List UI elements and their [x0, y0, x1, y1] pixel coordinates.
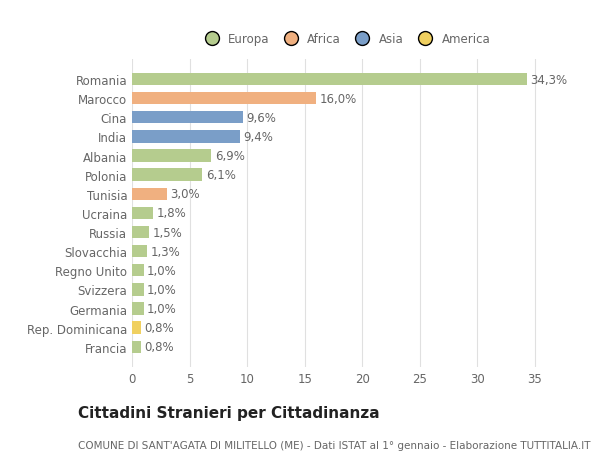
Text: 1,0%: 1,0%: [147, 302, 177, 315]
Bar: [132, 226, 149, 239]
Bar: [132, 246, 147, 258]
Text: 1,3%: 1,3%: [151, 245, 180, 258]
Bar: [132, 93, 316, 105]
Bar: [132, 322, 141, 334]
Bar: [132, 341, 141, 353]
Legend: Europa, Africa, Asia, America: Europa, Africa, Asia, America: [195, 28, 495, 51]
Text: COMUNE DI SANT'AGATA DI MILITELLO (ME) - Dati ISTAT al 1° gennaio - Elaborazione: COMUNE DI SANT'AGATA DI MILITELLO (ME) -…: [78, 440, 590, 450]
Bar: [132, 188, 167, 201]
Text: 9,4%: 9,4%: [244, 131, 274, 144]
Text: 34,3%: 34,3%: [530, 73, 568, 86]
Text: 6,1%: 6,1%: [206, 169, 236, 182]
Bar: [132, 73, 527, 86]
Text: 9,6%: 9,6%: [246, 112, 276, 124]
Bar: [132, 131, 240, 143]
Text: 1,8%: 1,8%: [156, 207, 186, 220]
Text: 1,0%: 1,0%: [147, 264, 177, 277]
Bar: [132, 169, 202, 181]
Bar: [132, 302, 143, 315]
Bar: [132, 284, 143, 296]
Bar: [132, 207, 153, 220]
Bar: [132, 150, 211, 162]
Text: 0,8%: 0,8%: [145, 321, 174, 335]
Bar: [132, 112, 242, 124]
Text: 0,8%: 0,8%: [145, 341, 174, 353]
Text: Cittadini Stranieri per Cittadinanza: Cittadini Stranieri per Cittadinanza: [78, 405, 380, 420]
Bar: [132, 264, 143, 277]
Text: 3,0%: 3,0%: [170, 188, 200, 201]
Text: 1,5%: 1,5%: [153, 226, 182, 239]
Text: 16,0%: 16,0%: [320, 92, 357, 106]
Text: 6,9%: 6,9%: [215, 150, 245, 162]
Text: 1,0%: 1,0%: [147, 283, 177, 296]
